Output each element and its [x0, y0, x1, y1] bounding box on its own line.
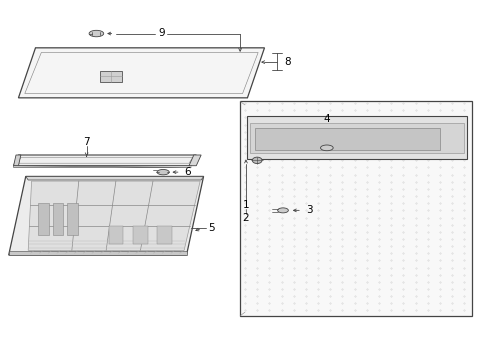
Bar	[133, 226, 147, 244]
Polygon shape	[255, 128, 440, 150]
Polygon shape	[28, 181, 200, 250]
Polygon shape	[189, 155, 201, 166]
Polygon shape	[17, 157, 193, 163]
Text: 4: 4	[323, 114, 330, 124]
Ellipse shape	[89, 30, 104, 37]
Polygon shape	[26, 176, 203, 180]
Bar	[67, 203, 78, 235]
Polygon shape	[19, 48, 265, 98]
Polygon shape	[9, 176, 203, 255]
Polygon shape	[14, 155, 21, 166]
Bar	[100, 71, 122, 82]
Bar	[157, 226, 172, 244]
Ellipse shape	[252, 157, 262, 163]
Text: 6: 6	[184, 167, 191, 177]
Polygon shape	[247, 116, 466, 158]
Text: 9: 9	[159, 28, 166, 38]
Polygon shape	[250, 123, 464, 153]
Text: 1: 1	[243, 200, 249, 210]
Text: 3: 3	[306, 205, 313, 215]
Polygon shape	[9, 251, 187, 255]
Ellipse shape	[278, 208, 288, 213]
Ellipse shape	[157, 170, 169, 175]
Polygon shape	[25, 53, 258, 94]
Text: 7: 7	[83, 137, 90, 147]
Bar	[38, 203, 49, 235]
Polygon shape	[240, 102, 471, 316]
Ellipse shape	[320, 145, 333, 151]
Text: 8: 8	[285, 57, 291, 67]
Text: 5: 5	[209, 223, 215, 233]
Text: 2: 2	[243, 212, 249, 222]
Polygon shape	[14, 166, 192, 167]
Bar	[52, 203, 63, 235]
Polygon shape	[14, 155, 196, 166]
Bar	[109, 226, 123, 244]
